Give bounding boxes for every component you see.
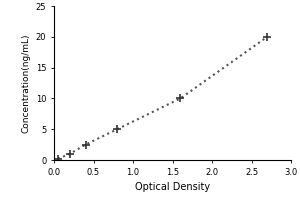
X-axis label: Optical Density: Optical Density xyxy=(135,182,210,192)
Y-axis label: Concentration(ng/mL): Concentration(ng/mL) xyxy=(21,33,30,133)
